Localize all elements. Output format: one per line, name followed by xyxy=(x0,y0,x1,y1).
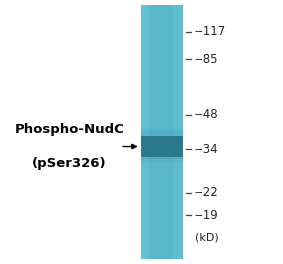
Bar xyxy=(141,131,183,134)
Text: --85: --85 xyxy=(194,53,218,66)
Text: --19: --19 xyxy=(194,209,218,222)
Bar xyxy=(174,5,183,259)
Bar xyxy=(141,5,149,259)
Bar xyxy=(141,158,183,161)
Text: --48: --48 xyxy=(194,108,218,121)
Text: Phospho-NudC: Phospho-NudC xyxy=(15,123,125,136)
Bar xyxy=(141,133,183,136)
Bar xyxy=(141,136,183,157)
Text: --34: --34 xyxy=(194,143,218,156)
Text: --117: --117 xyxy=(194,25,226,38)
Bar xyxy=(141,5,183,259)
Text: (pSer326): (pSer326) xyxy=(32,157,107,170)
Text: --22: --22 xyxy=(194,186,218,199)
Bar xyxy=(141,129,183,132)
Bar xyxy=(141,155,183,159)
Text: (kD): (kD) xyxy=(194,233,218,243)
Bar xyxy=(141,160,183,163)
